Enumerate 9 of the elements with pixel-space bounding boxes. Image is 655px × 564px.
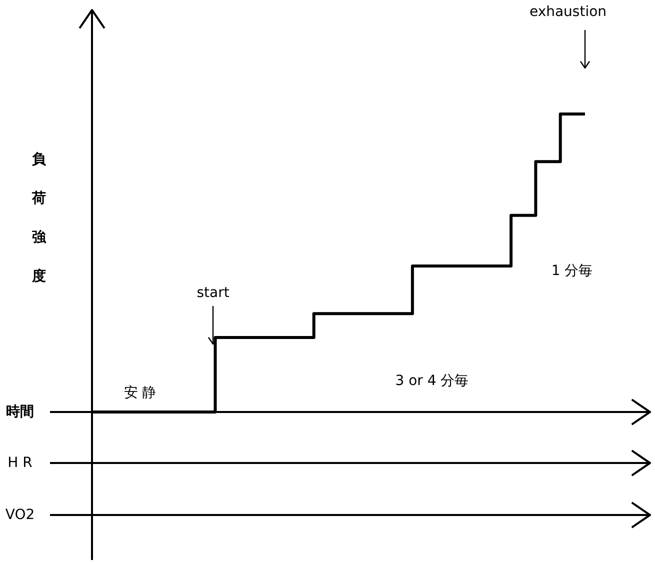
annotation: 1 分毎	[551, 263, 593, 279]
text: VO2	[5, 507, 35, 523]
x-axis-title: 時間	[6, 404, 34, 420]
annotation: 3 or 4 分毎	[395, 373, 469, 389]
annotation: 安 静	[124, 385, 156, 401]
text: exhaustion	[529, 4, 607, 20]
annotation: start	[196, 285, 230, 301]
text: 負荷強度	[32, 152, 46, 284]
text: H R	[8, 455, 33, 471]
